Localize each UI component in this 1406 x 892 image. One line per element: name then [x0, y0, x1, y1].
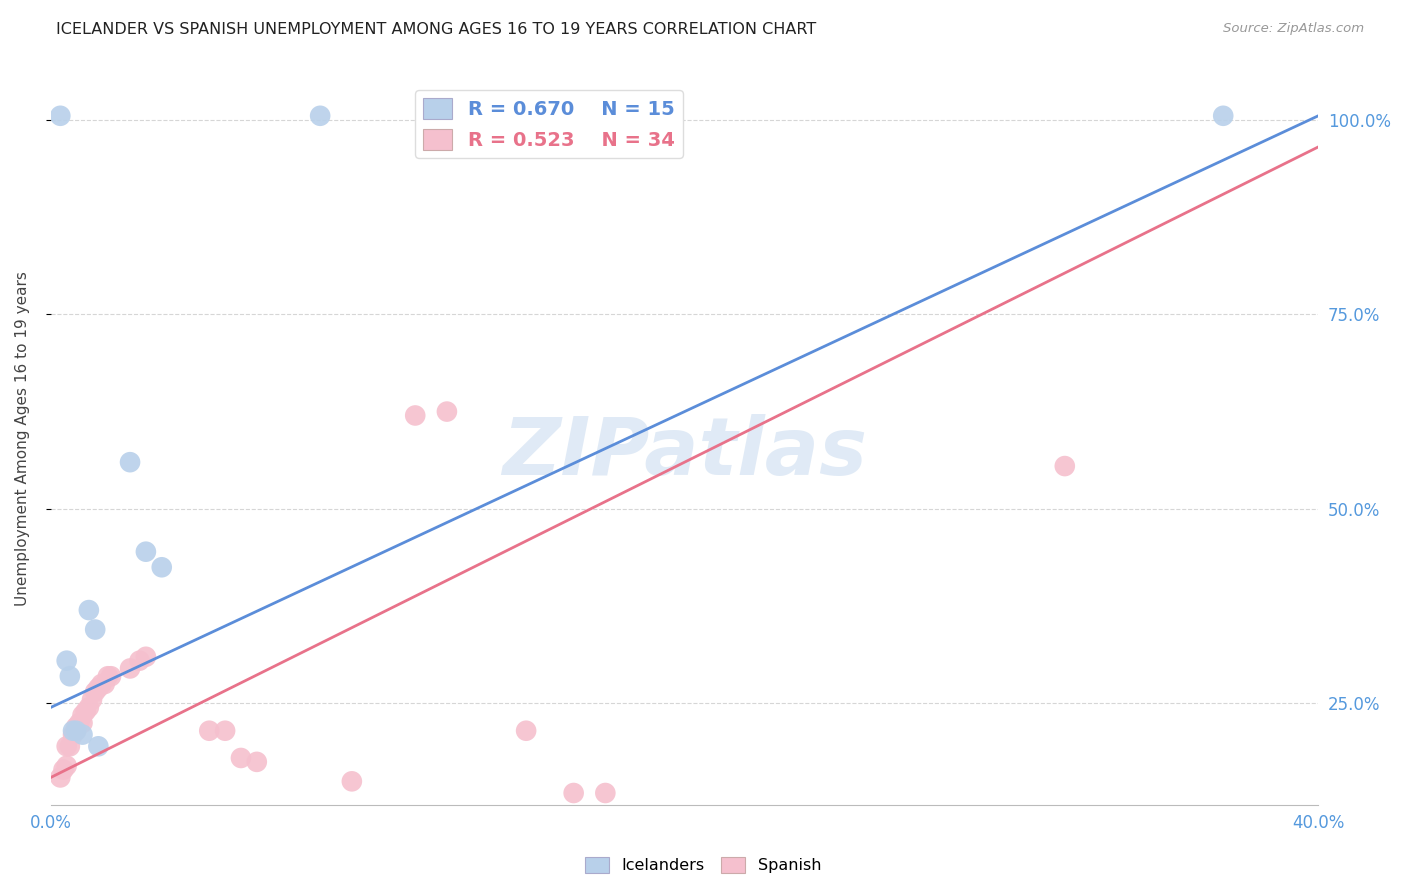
Point [65, 720, 87, 734]
Text: ZIPatlas: ZIPatlas [502, 415, 868, 492]
Point [62, 728, 84, 742]
Legend: Icelanders, Spanish: Icelanders, Spanish [579, 850, 827, 880]
Point [118, 455, 141, 469]
Point [436, 109, 458, 123]
Point [59, 669, 82, 683]
Point [246, 755, 269, 769]
Point [135, 649, 157, 664]
Text: ICELANDER VS SPANISH UNEMPLOYMENT AMONG AGES 16 TO 19 YEARS CORRELATION CHART: ICELANDER VS SPANISH UNEMPLOYMENT AMONG … [56, 22, 817, 37]
Point [436, 404, 458, 418]
Point [214, 723, 236, 738]
Point [100, 669, 122, 683]
Point [77, 603, 100, 617]
Text: Source: ZipAtlas.com: Source: ZipAtlas.com [1223, 22, 1364, 36]
Point [229, 751, 252, 765]
Point [72, 715, 94, 730]
Point [49, 109, 72, 123]
Point [128, 654, 150, 668]
Point [80, 692, 103, 706]
Point [84, 685, 107, 699]
Point [1212, 109, 1234, 123]
Point [97, 669, 120, 683]
Legend: R = 0.670    N = 15, R = 0.523    N = 34: R = 0.670 N = 15, R = 0.523 N = 34 [415, 90, 682, 158]
Point [65, 723, 87, 738]
Point [72, 728, 94, 742]
Point [198, 723, 221, 738]
Point [49, 771, 72, 785]
Point [84, 623, 107, 637]
Point [87, 739, 110, 754]
Point [515, 723, 537, 738]
Point [340, 774, 363, 789]
Point [65, 723, 87, 738]
Point [93, 677, 115, 691]
Point [55, 758, 77, 772]
Point [562, 786, 585, 800]
Point [59, 739, 82, 754]
Point [52, 763, 75, 777]
Point [87, 681, 110, 695]
Point [150, 560, 173, 574]
Y-axis label: Unemployment Among Ages 16 to 19 years: Unemployment Among Ages 16 to 19 years [15, 271, 30, 607]
Point [55, 654, 77, 668]
Point [1053, 459, 1076, 474]
Point [67, 715, 90, 730]
Point [72, 708, 94, 723]
Point [77, 700, 100, 714]
Point [135, 544, 157, 558]
Point [595, 786, 617, 800]
Point [55, 739, 77, 754]
Point [90, 677, 112, 691]
Point [118, 661, 141, 675]
Point [309, 109, 332, 123]
Point [62, 723, 84, 738]
Point [75, 704, 97, 718]
Point [404, 409, 426, 423]
